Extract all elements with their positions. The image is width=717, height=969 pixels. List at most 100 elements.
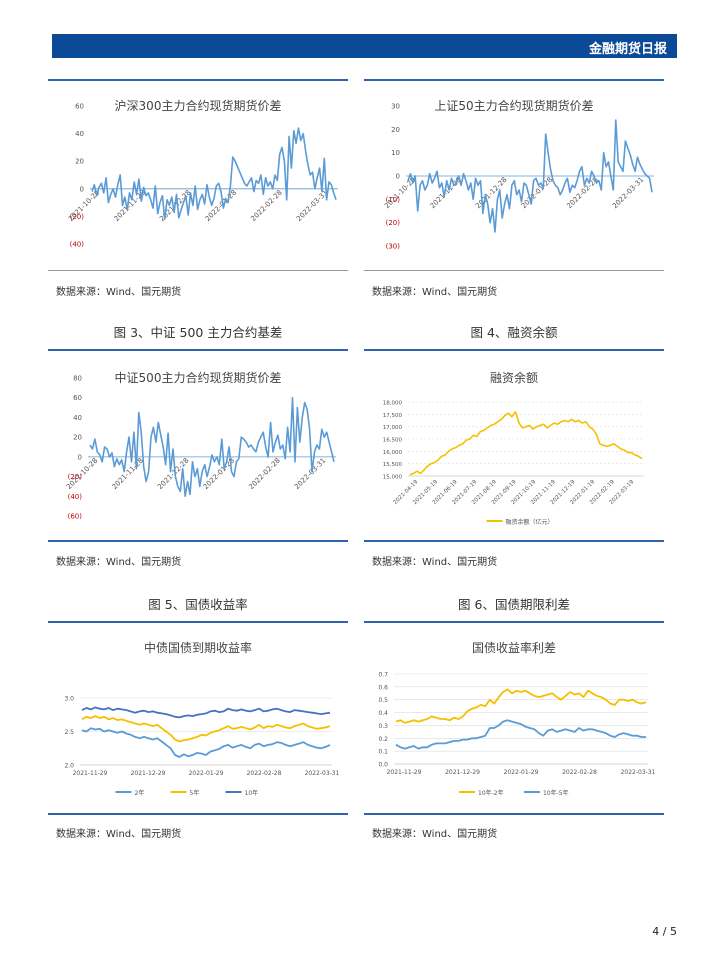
- header-title: 金融期货日报: [588, 42, 667, 57]
- x-tick-label: 2022-03-31: [293, 457, 327, 491]
- x-tick-label: 2022-02-28: [247, 457, 281, 491]
- series-line: [91, 127, 337, 220]
- y-tick-label: 20: [73, 434, 82, 442]
- y-tick-label: 2.5: [64, 729, 74, 736]
- y-tick-label: 60: [73, 394, 82, 402]
- y-tick-label: 60: [75, 103, 84, 111]
- y-tick-label: 0.7: [378, 672, 388, 679]
- x-tick-label: 2021-12-28: [474, 176, 508, 210]
- y-tick-label: 18,000: [383, 401, 403, 407]
- chart-title: 中债国债到期收益率: [144, 640, 252, 655]
- series-line: [395, 688, 647, 724]
- x-tick-label: 2022-02-28: [249, 189, 283, 223]
- x-tick-label: 2021-11-29: [73, 770, 108, 777]
- legend-label: 5年: [190, 789, 200, 797]
- source-note: 数据来源：Wind、国元期货: [372, 829, 498, 840]
- series-line: [89, 396, 335, 498]
- y-tick-label: 0.3: [378, 723, 388, 730]
- x-tick-label: 2022-01-29: [189, 770, 224, 777]
- header-bar: 金融期货日报: [52, 34, 677, 58]
- x-tick-label: 2022-03-31: [611, 176, 645, 210]
- chart-zz500-basis: 中证500主力合约现货期货价差806040200(20)(40)(60)2021…: [65, 370, 336, 521]
- source-note: 数据来源：Wind、国元期货: [56, 557, 182, 568]
- panel-bottom-rule: [364, 270, 664, 271]
- y-tick-label: 0.4: [378, 710, 388, 717]
- series-line: [81, 706, 331, 719]
- panel-bottom-rule: [364, 540, 664, 542]
- x-tick-label: 2022-03-31: [621, 769, 656, 776]
- chart-title: 融资余额: [490, 370, 538, 385]
- chart-title: 上证50主力合约现货期货价差: [434, 98, 593, 113]
- y-tick-label: 0: [396, 173, 400, 181]
- x-tick-label: 2022-03-31: [305, 770, 340, 777]
- x-tick-label: 2022-02-28: [247, 770, 282, 777]
- panel-top-rule: [48, 621, 348, 623]
- panel-top-rule: [48, 79, 348, 81]
- x-tick-label: 2022-01-29: [504, 769, 539, 776]
- figure-caption: 图 4、融资余额: [470, 325, 558, 340]
- legend-label: 2年: [135, 789, 145, 797]
- y-tick-label: 80: [73, 375, 82, 383]
- chart-title: 中证500主力合约现货期货价差: [115, 370, 282, 385]
- figure-caption: 图 6、国债期限利差: [458, 597, 570, 612]
- legend-label: 融资余额（亿元）: [506, 518, 554, 526]
- y-tick-label: 40: [73, 414, 82, 422]
- y-tick-label: 20: [391, 126, 400, 134]
- y-tick-label: 15,500: [383, 462, 403, 468]
- y-tick-label: 16,000: [383, 450, 403, 456]
- panel-top-rule: [364, 79, 664, 81]
- panel-top-rule: [364, 349, 664, 351]
- source-note: 数据来源：Wind、国元期货: [56, 829, 182, 840]
- y-tick-label: 0.6: [378, 684, 388, 691]
- chart-hs300-basis: 沪深300主力合约现货期货价差6040200(20)(40)2021-10-29…: [67, 98, 338, 249]
- x-tick-label: 2022-02-28: [565, 176, 599, 210]
- chart-title: 沪深300主力合约现货期货价差: [115, 98, 282, 113]
- y-tick-label: 20: [75, 158, 84, 166]
- x-tick-label: 2022-03-31: [295, 189, 329, 223]
- y-tick-label: (30): [386, 243, 401, 251]
- y-tick-label: 2.0: [64, 763, 74, 770]
- panel-bottom-rule: [48, 270, 348, 271]
- series-line: [409, 411, 643, 476]
- x-tick-label: 2021-12-29: [131, 770, 166, 777]
- source-note: 数据来源：Wind、国元期货: [372, 287, 498, 298]
- chart-title: 国债收益率利差: [472, 640, 556, 655]
- panel-top-rule: [48, 349, 348, 351]
- y-tick-label: (10): [386, 196, 401, 204]
- figure-caption: 图 3、中证 500 主力合约基差: [113, 325, 283, 340]
- y-tick-label: 0: [78, 453, 82, 461]
- panel-top-rule: [364, 621, 664, 623]
- legend-label: 10年: [245, 789, 259, 797]
- source-note: 数据来源：Wind、国元期货: [372, 557, 498, 568]
- y-tick-label: (20): [70, 213, 85, 221]
- y-tick-label: 30: [391, 103, 400, 111]
- figure-caption: 图 5、国债收益率: [148, 597, 248, 612]
- chart-sz50-basis: 上证50主力合约现货期货价差3020100(10)(20)(30)2021-10…: [383, 98, 654, 251]
- x-tick-label: 2021-11-29: [387, 769, 422, 776]
- y-tick-label: (60): [68, 513, 83, 521]
- y-tick-label: (40): [68, 493, 83, 501]
- panel-bottom-rule: [48, 540, 348, 542]
- y-tick-label: 17,000: [383, 425, 403, 431]
- legend-label: 10年-5年: [543, 789, 569, 797]
- chart-margin-balance: 融资余额 18,000 17,500 17,000 16,500 16,000 15,500…: [383, 370, 644, 526]
- panel-bottom-rule: [364, 813, 664, 815]
- legend-label: 10年-2年: [478, 789, 504, 797]
- series-line: [407, 119, 653, 233]
- y-tick-label: 40: [75, 130, 84, 138]
- x-tick-label: 2021-12-29: [445, 769, 480, 776]
- series-line: [395, 719, 646, 750]
- x-tick-label: 2022-02-28: [562, 769, 597, 776]
- y-tick-label: (20): [68, 473, 83, 481]
- y-tick-label: 17,500: [383, 413, 403, 419]
- series-line: [81, 715, 331, 743]
- y-tick-label: 10: [391, 149, 400, 157]
- panel-bottom-rule: [48, 813, 348, 815]
- y-tick-label: 0.1: [378, 749, 388, 756]
- y-tick-label: 15,000: [383, 475, 403, 481]
- y-tick-label: 3.0: [64, 696, 74, 703]
- y-tick-label: 0: [80, 185, 84, 193]
- chart-yield-spread: 国债收益率利差 0.7 0.6 0.5 0.4 0.3 0.2 0.1 0.02021-11-2…: [378, 640, 656, 797]
- y-tick-label: (40): [70, 241, 85, 249]
